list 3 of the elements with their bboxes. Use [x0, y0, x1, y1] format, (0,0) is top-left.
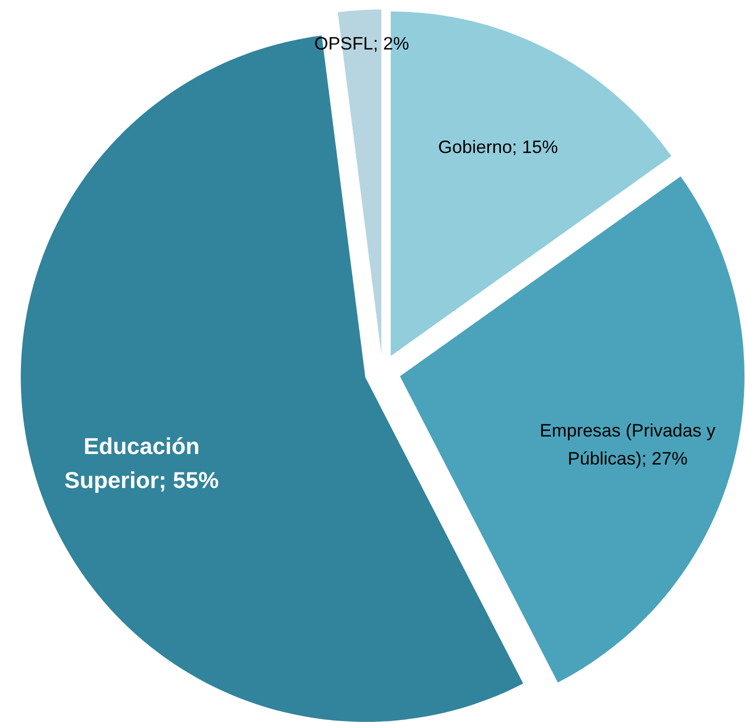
slice-label: Empresas (Privadas y Públicas); 27% [540, 420, 716, 468]
slice-label: Gobierno; 15% [438, 136, 558, 157]
slice-label: Educación Superior; 55% [64, 432, 219, 493]
